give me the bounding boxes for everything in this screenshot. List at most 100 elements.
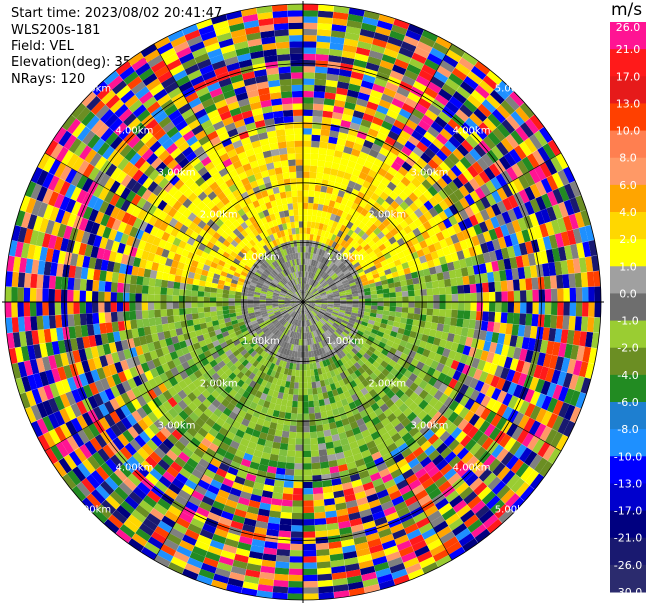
velocity-gate <box>448 378 458 389</box>
velocity-gate <box>322 224 328 232</box>
velocity-gate <box>320 307 327 311</box>
velocity-gate <box>316 41 331 49</box>
velocity-gate <box>426 259 435 269</box>
velocity-gate <box>334 320 341 326</box>
velocity-gate <box>166 302 173 310</box>
velocity-gate <box>463 491 478 505</box>
velocity-gate <box>330 30 346 39</box>
velocity-gate <box>444 254 453 264</box>
velocity-gate <box>373 277 381 283</box>
velocity-gate <box>321 116 332 125</box>
velocity-gate <box>367 356 376 365</box>
velocity-gate <box>474 380 485 393</box>
velocity-gate <box>323 218 330 226</box>
velocity-gate <box>417 410 428 421</box>
velocity-gate <box>560 231 571 247</box>
velocity-gate <box>312 116 323 123</box>
velocity-gate <box>333 296 341 299</box>
velocity-gate <box>307 293 313 299</box>
velocity-gate <box>418 379 428 390</box>
velocity-gate <box>473 329 481 340</box>
velocity-gate <box>375 71 390 82</box>
velocity-gate <box>303 289 306 296</box>
velocity-gate <box>468 246 477 257</box>
velocity-gate <box>356 255 364 262</box>
velocity-gate <box>428 266 437 275</box>
start-time: Start time: 2023/08/02 20:41:47 <box>11 6 223 21</box>
velocity-gate <box>303 388 308 396</box>
velocity-gate <box>402 407 413 418</box>
velocity-gate <box>430 273 438 282</box>
velocity-gate <box>438 309 446 317</box>
velocity-gate <box>378 326 386 334</box>
velocity-gate <box>327 219 335 227</box>
velocity-gate <box>395 306 403 313</box>
velocity-gate <box>303 208 308 216</box>
velocity-gate <box>474 187 486 200</box>
velocity-gate <box>110 292 117 302</box>
velocity-gate <box>403 35 419 47</box>
velocity-gate <box>400 41 417 53</box>
velocity-gate <box>331 323 339 330</box>
velocity-gate <box>513 145 527 160</box>
velocity-gate <box>411 108 425 120</box>
velocity-gate <box>353 182 363 192</box>
velocity-gate <box>502 392 513 407</box>
velocity-gate <box>325 245 332 253</box>
velocity-gate <box>327 320 334 326</box>
velocity-gate <box>436 248 445 258</box>
velocity-gate <box>469 202 480 215</box>
velocity-gate <box>304 289 307 297</box>
velocity-gate <box>469 130 483 145</box>
velocity-gate <box>166 287 174 296</box>
velocity-gate <box>357 289 365 294</box>
velocity-gate <box>191 290 199 297</box>
velocity-gate <box>317 268 322 276</box>
velocity-gate <box>396 86 410 98</box>
velocity-gate <box>530 351 540 365</box>
velocity-gate <box>514 444 527 459</box>
velocity-gate <box>512 177 525 192</box>
velocity-gate <box>558 402 570 418</box>
velocity-gate <box>529 390 541 406</box>
velocity-gate <box>324 231 330 239</box>
velocity-gate <box>398 229 408 238</box>
velocity-gate <box>376 131 388 142</box>
velocity-gate <box>452 91 467 105</box>
velocity-gate <box>491 353 501 366</box>
velocity-gate <box>353 261 361 269</box>
velocity-gate <box>572 360 583 376</box>
velocity-gate <box>30 316 38 331</box>
velocity-gate <box>303 494 314 501</box>
velocity-gate <box>355 264 363 271</box>
velocity-gate <box>285 462 295 470</box>
velocity-gate <box>368 282 376 288</box>
velocity-gate <box>452 460 466 473</box>
velocity-gate <box>364 298 372 302</box>
velocity-gate <box>386 151 398 162</box>
velocity-gate <box>404 378 414 388</box>
velocity-gate <box>401 161 413 172</box>
velocity-gate <box>312 209 318 217</box>
velocity-gate <box>365 367 374 376</box>
velocity-gate <box>407 259 416 268</box>
velocity-gate <box>346 221 354 230</box>
velocity-gate <box>73 302 80 315</box>
velocity-gate <box>333 298 341 301</box>
velocity-gate <box>524 388 535 403</box>
velocity-gate <box>457 372 468 384</box>
velocity-gate <box>349 317 357 322</box>
velocity-gate <box>377 214 387 223</box>
velocity-gate <box>340 232 347 240</box>
velocity-gate <box>424 147 436 159</box>
velocity-gate <box>556 371 567 387</box>
velocity-gate <box>24 273 32 288</box>
velocity-gate <box>203 302 211 308</box>
velocity-gate <box>421 414 433 425</box>
velocity-gate <box>365 326 373 333</box>
velocity-gate <box>457 418 469 431</box>
velocity-gate <box>393 232 402 242</box>
velocity-gate <box>369 223 378 232</box>
velocity-gate <box>363 268 372 275</box>
velocity-gate <box>558 342 567 358</box>
